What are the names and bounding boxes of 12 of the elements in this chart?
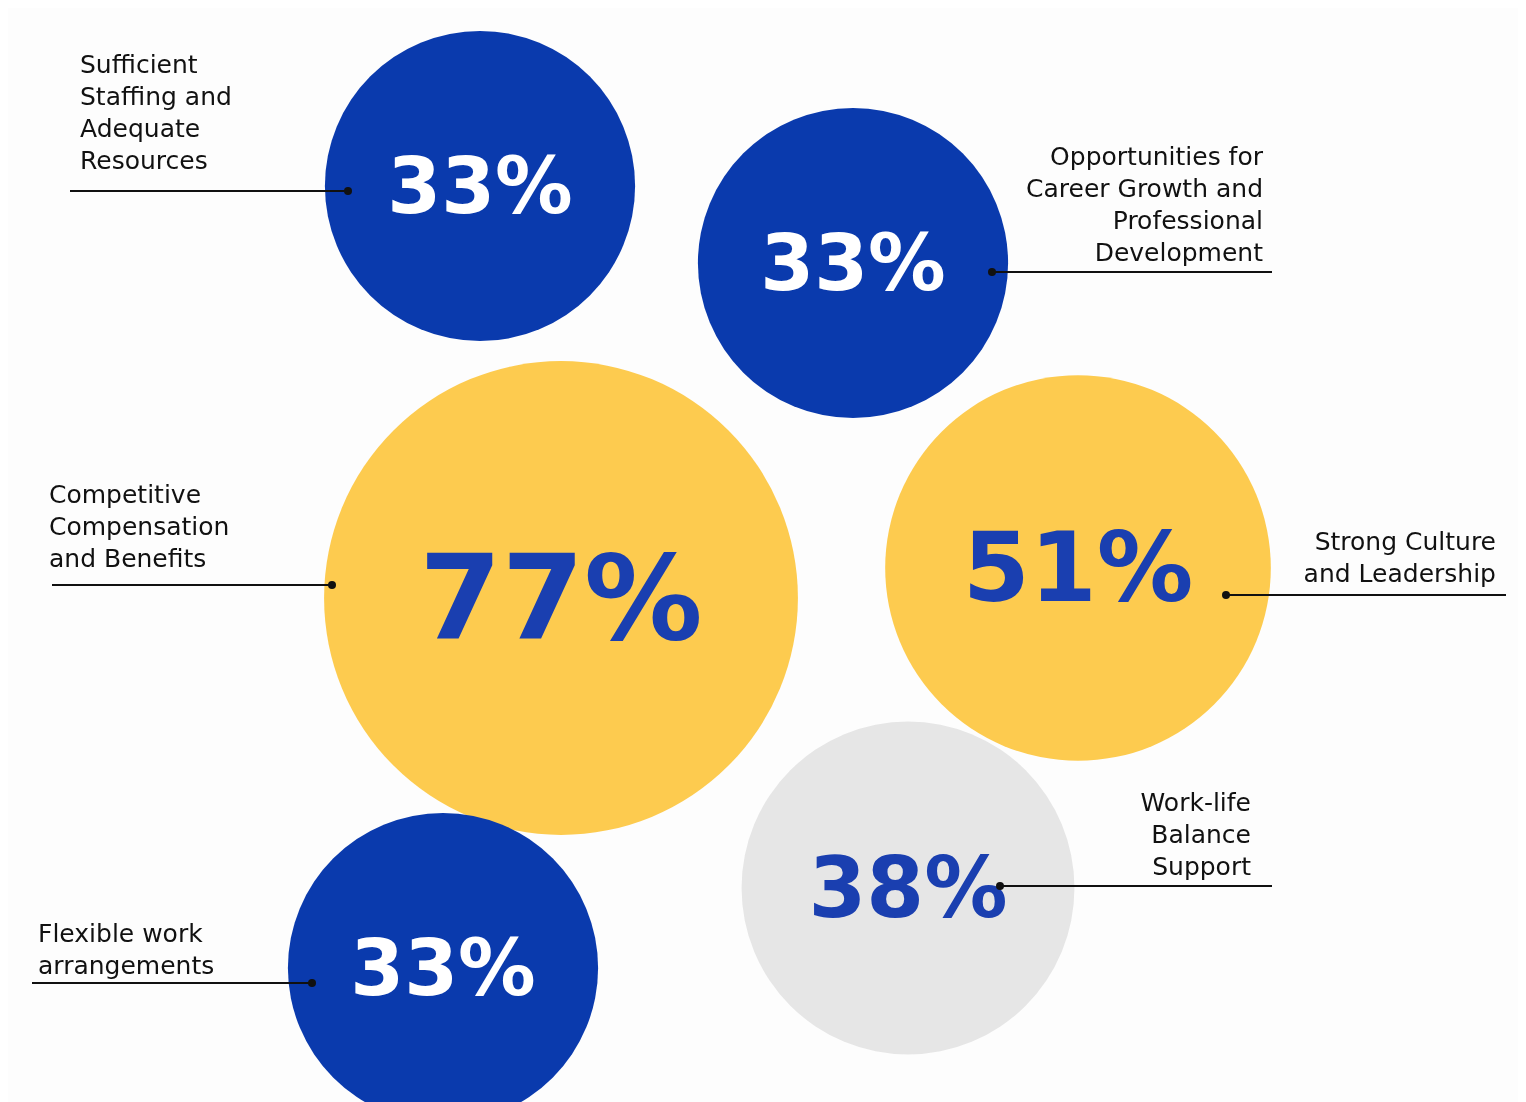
data-label: 33%: [350, 923, 536, 1013]
category-label: Flexible work arrangements: [38, 919, 215, 981]
data-label: 38%: [808, 839, 1008, 937]
category-label: Opportunities for Career Growth and Professional Development: [1026, 142, 1264, 268]
data-label: 51%: [962, 512, 1194, 624]
category-label: Sufficient Staffing and Adequate Resources: [80, 50, 232, 176]
category-label: Work-life Balance Support: [1140, 788, 1252, 882]
category-label: Strong Culture and Leadership: [1303, 527, 1496, 589]
data-label: 77%: [419, 529, 703, 667]
category-label: Competitive Compensation and Benefits: [49, 480, 230, 574]
data-label: 33%: [387, 141, 573, 231]
data-label: 33%: [760, 218, 946, 308]
